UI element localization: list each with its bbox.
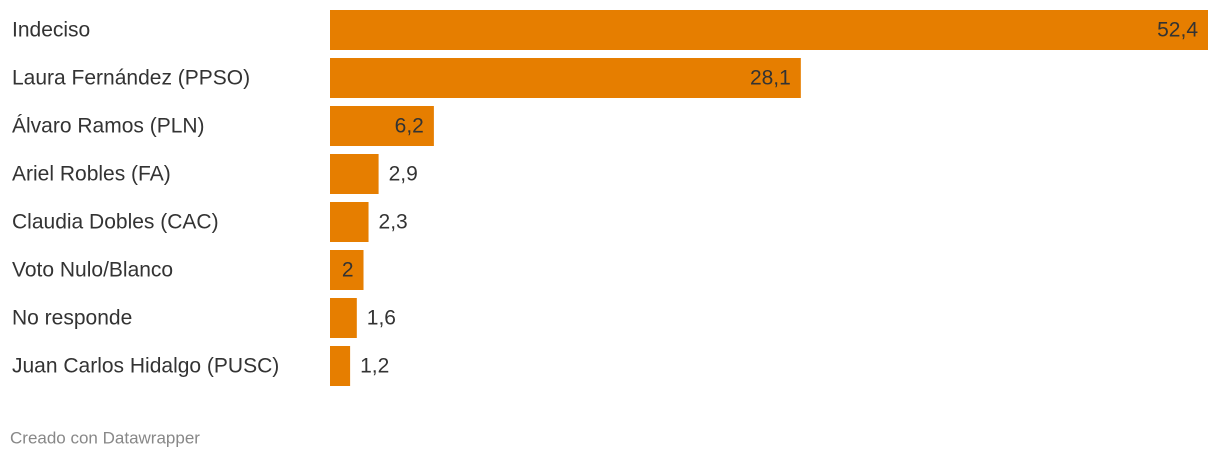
category-label: Álvaro Ramos (PLN): [12, 115, 205, 138]
category-label: Ariel Robles (FA): [12, 163, 171, 186]
bar: [330, 106, 434, 146]
category-label: Juan Carlos Hidalgo (PUSC): [12, 355, 279, 378]
value-label: 2,9: [389, 163, 418, 186]
category-label: Claudia Dobles (CAC): [12, 211, 219, 234]
bar: [330, 298, 357, 338]
bar: [330, 346, 351, 386]
category-label: Laura Fernández (PPSO): [12, 67, 250, 90]
value-label: 52,4: [1157, 19, 1198, 42]
value-label: 1,6: [367, 307, 396, 330]
bar: [330, 58, 801, 98]
category-label: Voto Nulo/Blanco: [12, 259, 173, 282]
bar: [330, 250, 364, 290]
value-label: 6,2: [395, 115, 424, 138]
value-label: 2,3: [379, 211, 408, 234]
category-label: Indeciso: [12, 19, 90, 42]
footer: Creado con Datawrapper: [10, 428, 200, 447]
bar: [330, 10, 1208, 50]
bar: [330, 154, 379, 194]
bar: [330, 202, 369, 242]
value-label: 1,2: [360, 355, 389, 378]
value-label: 28,1: [750, 67, 791, 90]
category-label: No responde: [12, 307, 132, 330]
value-label: 2: [342, 259, 354, 282]
